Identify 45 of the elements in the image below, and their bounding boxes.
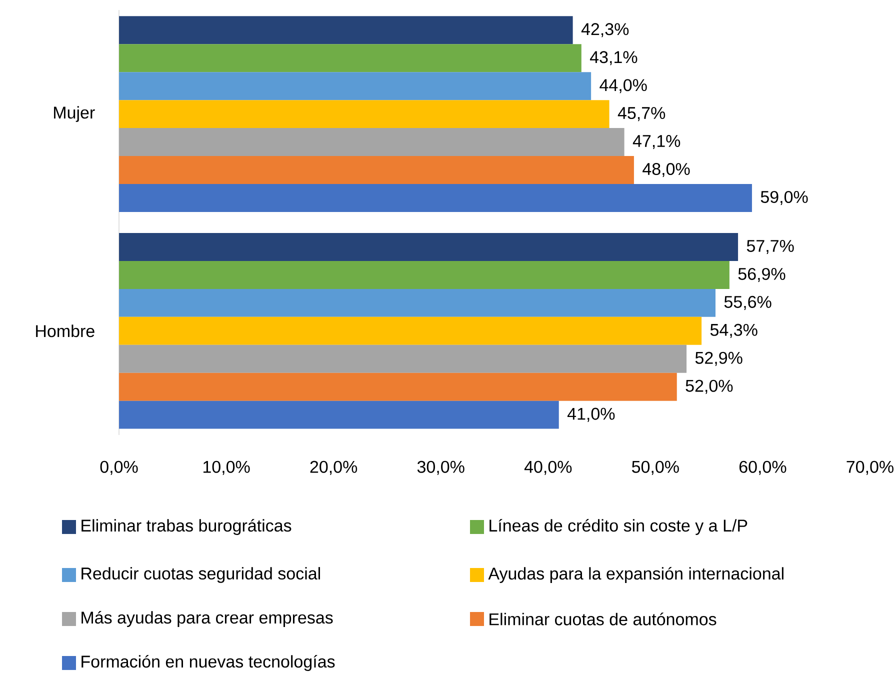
x-tick-label: 40,0%: [524, 460, 572, 475]
data-label: 43,1%: [590, 51, 638, 66]
y-tick-label: Hombre: [36, 324, 94, 338]
data-label: 52,9%: [695, 352, 742, 366]
x-tick-label: 70,0%: [846, 460, 894, 475]
data-label: 44,0%: [600, 79, 647, 94]
bar: [119, 100, 610, 128]
bar: [119, 16, 573, 44]
bar: [119, 233, 738, 261]
data-label: 41,0%: [567, 408, 615, 422]
data-label: 55,6%: [724, 296, 772, 310]
data-label: 59,0%: [760, 190, 808, 206]
data-label: 56,9%: [738, 268, 786, 282]
bar: [119, 44, 582, 72]
bar: [119, 260, 730, 289]
data-label: 57,7%: [746, 240, 794, 254]
data-label: 48,0%: [642, 162, 690, 178]
data-label: 52,0%: [686, 380, 733, 394]
bar: [119, 288, 716, 317]
data-label: 42,3%: [581, 23, 629, 38]
bar: [119, 156, 634, 184]
legend-label: Reducir cuotas seguridad social: [82, 567, 320, 583]
x-tick-label: 30,0%: [417, 460, 464, 475]
legend-label: Formación en nuevas tecnologías: [82, 654, 335, 672]
bar: [119, 344, 687, 373]
legend-label: Más ayudas para crear empresas: [82, 610, 333, 628]
legend-label: Eliminar trabas burográticas: [82, 518, 292, 536]
data-label: 47,1%: [632, 135, 680, 150]
y-tick-label: Mujer: [54, 106, 95, 122]
legend-label: Eliminar cuotas de autónomos: [490, 612, 716, 626]
bar: [119, 184, 752, 212]
bar: [119, 128, 624, 156]
data-label: 45,7%: [618, 107, 666, 122]
bar: [119, 316, 702, 345]
x-tick-label: 10,0%: [203, 460, 250, 475]
bar: [119, 372, 677, 401]
x-tick-label: 50,0%: [632, 460, 679, 475]
data-label: 54,3%: [710, 324, 758, 338]
legend-label: Líneas de crédito sin coste y a L/P: [490, 518, 748, 536]
x-tick-label: 60,0%: [739, 460, 786, 475]
bar: [119, 72, 592, 100]
x-tick-label: 20,0%: [310, 460, 358, 475]
bar: [119, 400, 559, 429]
legend-label: Ayudas para la expansión internacional: [488, 566, 784, 584]
x-tick-label: 0,0%: [100, 460, 138, 475]
